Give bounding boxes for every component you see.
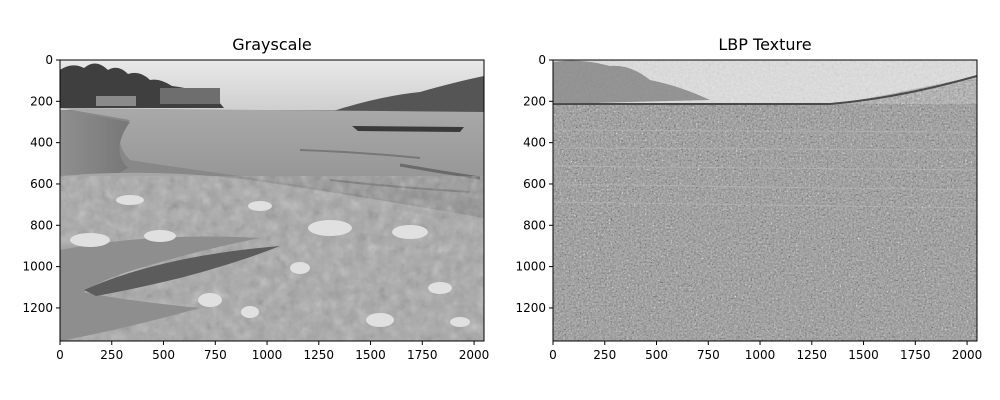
grayscale-x-tick-label: 2000 [459,348,490,362]
grayscale-x-tick-label: 1500 [355,348,386,362]
lbp-panel: LBP Texture 0 250 500 750 1000 1250 1500 1750 20… [515,35,982,362]
grayscale-y-tick-label: 800 [30,218,53,232]
grayscale-title: Grayscale [232,35,311,54]
lbp-axes-frame [552,59,978,342]
grayscale-y-tick-label: 400 [30,136,53,150]
grayscale-y-tick-label: 0 [45,53,53,67]
lbp-x-tick-label: 500 [645,348,668,362]
grayscale-panel: Grayscale 0 250 500 750 1000 1250 1500 1750 2000… [22,35,489,362]
lbp-x-tick-label: 1000 [745,348,776,362]
lbp-y-tick-label: 1200 [515,301,546,315]
grayscale-ticks: 0 250 500 750 1000 1250 1500 1750 2000 0 200 400 600… [22,53,489,362]
lbp-texture-image [553,60,977,341]
lbp-x-tick-label: 250 [593,348,616,362]
lbp-y-tick-label: 200 [523,94,546,108]
grayscale-y-tick-label: 1000 [22,260,53,274]
grayscale-axes-frame [59,59,485,342]
lbp-x-tick-label: 2000 [952,348,983,362]
lbp-x-tick-label: 1750 [900,348,931,362]
grayscale-x-tick-label: 1000 [252,348,283,362]
grayscale-x-tick-label: 1750 [407,348,438,362]
lbp-ticks: 0 250 500 750 1000 1250 1500 1750 2000 0 200 400 600… [515,53,982,362]
grayscale-x-tick-label: 500 [152,348,175,362]
grayscale-y-tick-label: 200 [30,94,53,108]
lbp-x-tick-label: 1500 [848,348,879,362]
lbp-y-tick-label: 800 [523,218,546,232]
grayscale-x-tick-label: 750 [204,348,227,362]
lbp-x-tick-label: 0 [549,348,557,362]
lbp-x-tick-label: 750 [697,348,720,362]
grayscale-x-tick-label: 250 [100,348,123,362]
grayscale-y-tick-label: 1200 [22,301,53,315]
lbp-y-tick-label: 600 [523,177,546,191]
grayscale-image [60,60,484,341]
lbp-y-tick-label: 0 [538,53,546,67]
lbp-title: LBP Texture [718,35,811,54]
grayscale-y-tick-label: 600 [30,177,53,191]
lbp-y-tick-label: 400 [523,136,546,150]
lbp-x-tick-label: 1250 [797,348,828,362]
grayscale-x-tick-label: 0 [56,348,64,362]
grayscale-x-tick-label: 1250 [304,348,335,362]
lbp-y-tick-label: 1000 [515,260,546,274]
